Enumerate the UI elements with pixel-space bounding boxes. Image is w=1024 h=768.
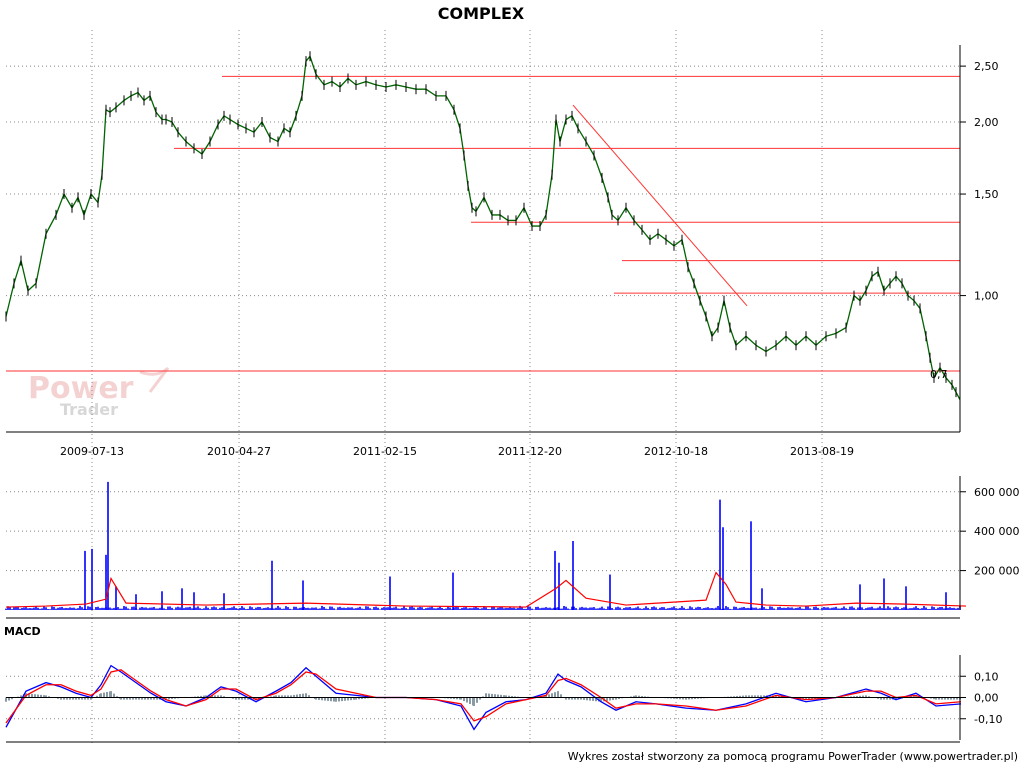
signal-line bbox=[5, 669, 962, 724]
x-tick-label: 2011-02-15 bbox=[353, 445, 417, 458]
y-tick-label: 2,50 bbox=[974, 60, 999, 73]
x-tick-label: 2012-10-18 bbox=[644, 445, 708, 458]
y-tick-label: 600 000 bbox=[974, 486, 1020, 499]
volume-bars bbox=[5, 481, 967, 610]
chart-title: COMPLEX bbox=[438, 4, 525, 23]
footer-credit: Wykres został stworzony za pomocą progra… bbox=[568, 750, 1018, 763]
y-tick-label: 400 000 bbox=[974, 525, 1020, 538]
y-tick-label: 200 000 bbox=[974, 565, 1020, 578]
volume-grid bbox=[6, 491, 960, 572]
y-tick-label: 1,50 bbox=[974, 188, 999, 201]
x-tick-label: 2009-07-13 bbox=[60, 445, 124, 458]
trend-line bbox=[572, 104, 748, 307]
y-tick-label: -0,10 bbox=[974, 713, 1002, 726]
price-axis: 2009-07-13 2010-04-27 2011-02-15 2011-12-20… bbox=[6, 45, 999, 458]
price-line bbox=[5, 54, 961, 400]
y-tick-label: 1,00 bbox=[974, 290, 999, 303]
y-tick-label: 0,00 bbox=[974, 692, 999, 705]
watermark-power: Power bbox=[28, 371, 134, 406]
macd-lines bbox=[5, 664, 962, 731]
price-series: 0,7 bbox=[5, 51, 961, 409]
macd-panel-title: MACD bbox=[4, 625, 41, 638]
x-tick-label: 2013-08-19 bbox=[790, 445, 854, 458]
volume-average-line bbox=[5, 571, 967, 608]
watermark-trader: Trader bbox=[60, 400, 118, 419]
powertrader-logo: Power Trader bbox=[28, 366, 170, 419]
price-grid bbox=[6, 30, 960, 745]
last-value-label: 0,7 bbox=[930, 368, 948, 381]
macd-axis: -0,10 0,00 0,10 bbox=[6, 655, 1002, 743]
watermark-swoosh bbox=[139, 366, 170, 393]
y-tick-label: 2,00 bbox=[974, 116, 999, 129]
support-resistance-lines bbox=[6, 75, 960, 372]
x-tick-label: 2010-04-27 bbox=[207, 445, 271, 458]
x-tick-label: 2011-12-20 bbox=[498, 445, 562, 458]
volume-axis: 200 000 400 000 600 000 bbox=[6, 476, 1020, 619]
y-tick-label: 0,10 bbox=[974, 670, 999, 683]
